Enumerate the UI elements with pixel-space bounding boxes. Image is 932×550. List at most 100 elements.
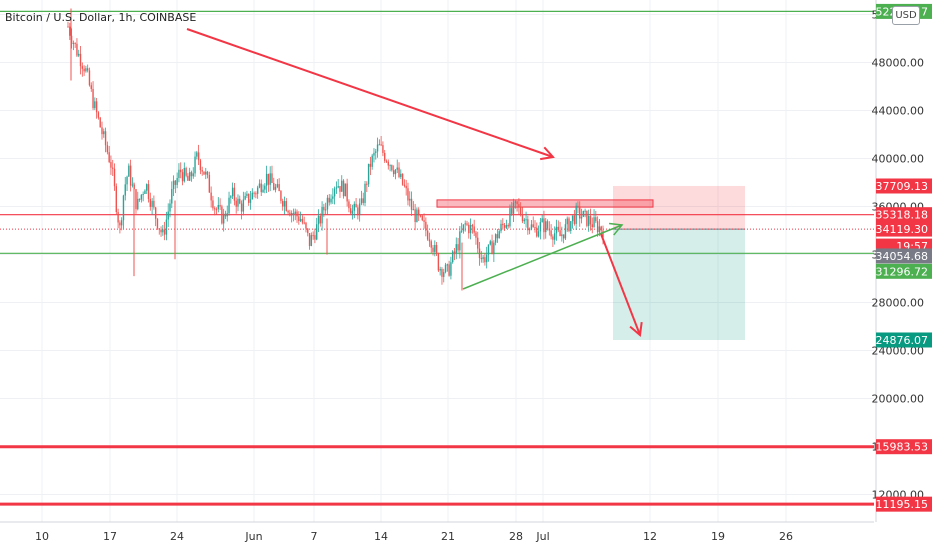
candle-body bbox=[561, 234, 563, 237]
candle-body bbox=[237, 198, 239, 207]
candle-body bbox=[95, 101, 98, 113]
candle-body bbox=[262, 189, 264, 193]
candle-body bbox=[545, 221, 547, 233]
candle-body bbox=[376, 144, 379, 152]
candle-body bbox=[373, 152, 375, 156]
support-trendline-head bbox=[609, 222, 624, 236]
candle-body bbox=[307, 228, 309, 234]
time-tick-label: 28 bbox=[509, 530, 523, 543]
candle-body bbox=[194, 156, 196, 174]
candle-body bbox=[337, 186, 339, 188]
breakdown-arrow-head bbox=[629, 321, 643, 337]
candle-body bbox=[69, 26, 71, 36]
price-label-box bbox=[876, 207, 932, 223]
candle-body bbox=[215, 209, 218, 211]
candle-body bbox=[235, 200, 237, 207]
time-axis: 10 17 24 Jun 7 14 21 28 Jul 12 19 26 bbox=[0, 521, 874, 543]
chart-zones bbox=[436, 185, 745, 340]
candle-body bbox=[575, 205, 577, 224]
candle-body bbox=[103, 131, 105, 135]
candle-body bbox=[478, 248, 481, 259]
candle-body bbox=[600, 226, 602, 231]
candle-body bbox=[480, 258, 483, 260]
candle-body bbox=[460, 230, 463, 232]
candle-body bbox=[174, 180, 177, 185]
candle-body bbox=[287, 210, 289, 213]
candle-body bbox=[317, 215, 320, 225]
candle-body bbox=[528, 228, 531, 231]
candle-body bbox=[430, 241, 432, 248]
candle-body bbox=[149, 199, 152, 207]
candle-body bbox=[214, 208, 216, 210]
candle-body bbox=[507, 224, 509, 227]
drawing-annotations bbox=[186, 28, 643, 337]
candle-body bbox=[210, 192, 212, 201]
candle-body bbox=[555, 226, 558, 234]
candle-body bbox=[358, 203, 361, 216]
candle-body bbox=[432, 247, 434, 252]
candle-body bbox=[316, 224, 318, 240]
candle-body bbox=[183, 167, 186, 182]
time-tick-label: Jun bbox=[244, 530, 262, 543]
candle-body bbox=[557, 226, 559, 231]
candle-body bbox=[484, 257, 486, 263]
candle-body bbox=[222, 213, 225, 224]
candle-body bbox=[332, 196, 334, 199]
resistance-zone bbox=[436, 199, 654, 208]
candle-body bbox=[435, 245, 438, 254]
candle-body bbox=[312, 235, 314, 237]
candle-body bbox=[477, 237, 479, 249]
price-label-text: 34119.30 bbox=[876, 223, 929, 236]
candle-body bbox=[489, 241, 491, 245]
candle-body bbox=[314, 235, 316, 240]
candle-body bbox=[296, 211, 298, 217]
price-series bbox=[67, 8, 604, 291]
downtrend-arrow bbox=[186, 28, 554, 158]
candle-body bbox=[514, 201, 517, 203]
candle-body bbox=[212, 200, 214, 209]
candle-body bbox=[171, 189, 173, 204]
candle-body bbox=[120, 220, 123, 226]
candle-body bbox=[473, 226, 475, 233]
candle-body bbox=[412, 209, 415, 211]
candle-body bbox=[92, 88, 94, 109]
candle-body bbox=[72, 42, 75, 44]
candle-body bbox=[502, 223, 504, 226]
candle-body bbox=[256, 187, 259, 194]
candle-body bbox=[172, 180, 175, 190]
currency-button[interactable]: USD bbox=[892, 6, 920, 25]
candle-body bbox=[147, 184, 150, 200]
candle-body bbox=[570, 221, 572, 231]
candle-body bbox=[580, 216, 583, 219]
candle-body bbox=[400, 173, 402, 177]
price-label-text: 37709.13 bbox=[876, 180, 929, 193]
candle-body bbox=[451, 251, 454, 263]
candle-body bbox=[217, 205, 220, 210]
candle-body bbox=[348, 201, 350, 209]
candle-body bbox=[310, 235, 313, 246]
candle-body bbox=[280, 191, 282, 201]
candle-body bbox=[405, 185, 407, 189]
candle-body bbox=[468, 224, 470, 234]
candle-body bbox=[403, 184, 406, 186]
candle-body bbox=[444, 264, 447, 273]
candle-body bbox=[380, 144, 382, 146]
candle-body bbox=[112, 167, 114, 169]
candle-body bbox=[369, 163, 372, 167]
candle-body bbox=[290, 213, 293, 216]
candle-body bbox=[527, 219, 529, 231]
candle-body bbox=[153, 200, 155, 208]
price-label-box bbox=[876, 332, 932, 348]
candle-body bbox=[425, 221, 427, 231]
candle-body bbox=[559, 230, 561, 237]
candle-body bbox=[577, 205, 579, 207]
candle-body bbox=[154, 207, 157, 219]
candle-body bbox=[564, 224, 567, 239]
price-label-text: 11195.15 bbox=[876, 498, 929, 511]
candle-body bbox=[126, 176, 128, 185]
candle-body bbox=[602, 230, 604, 238]
candle-body bbox=[274, 186, 277, 190]
candle-body bbox=[158, 228, 160, 230]
candle-body bbox=[485, 254, 488, 263]
